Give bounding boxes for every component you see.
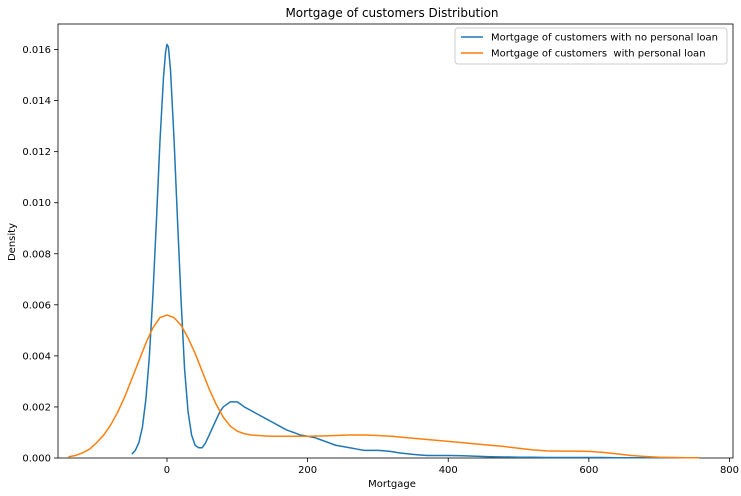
y-tick-label: 0.010 — [22, 198, 51, 209]
x-axis-label: Mortgage — [368, 479, 416, 490]
y-tick-label: 0.014 — [22, 96, 51, 107]
plot-area — [57, 23, 734, 459]
y-axis: 0.000 0.002 0.004 0.006 0.008 0.010 0.012 0.014… — [22, 45, 58, 465]
y-tick-label: 0.002 — [22, 402, 51, 413]
series-line-2 — [68, 314, 700, 459]
x-tick-label: 0 — [164, 465, 170, 476]
y-tick-label: 0.012 — [22, 147, 51, 158]
y-axis-label: Density — [7, 223, 18, 261]
legend-label-1: Mortgage of customers with no personal l… — [491, 33, 718, 44]
x-tick-label: 600 — [579, 465, 598, 476]
legend-label-2: Mortgage of customers with personal loan — [491, 49, 706, 60]
x-tick-label: 800 — [720, 465, 739, 476]
legend: Mortgage of customers with no personal l… — [454, 27, 728, 65]
y-tick-label: 0.006 — [22, 300, 51, 311]
x-axis: 0 200 400 600 800 — [164, 458, 739, 476]
y-tick-label: 0.004 — [22, 351, 51, 362]
chart-title: Mortgage of customers Distribution — [285, 6, 498, 20]
x-tick-label: 200 — [298, 465, 317, 476]
y-tick-label: 0.016 — [22, 45, 51, 56]
plot-frame — [57, 23, 734, 459]
series-line-1 — [131, 43, 700, 459]
y-tick-label: 0.008 — [22, 249, 51, 260]
y-tick-label: 0.000 — [22, 454, 51, 465]
x-tick-label: 400 — [439, 465, 458, 476]
legend-box — [454, 27, 728, 65]
